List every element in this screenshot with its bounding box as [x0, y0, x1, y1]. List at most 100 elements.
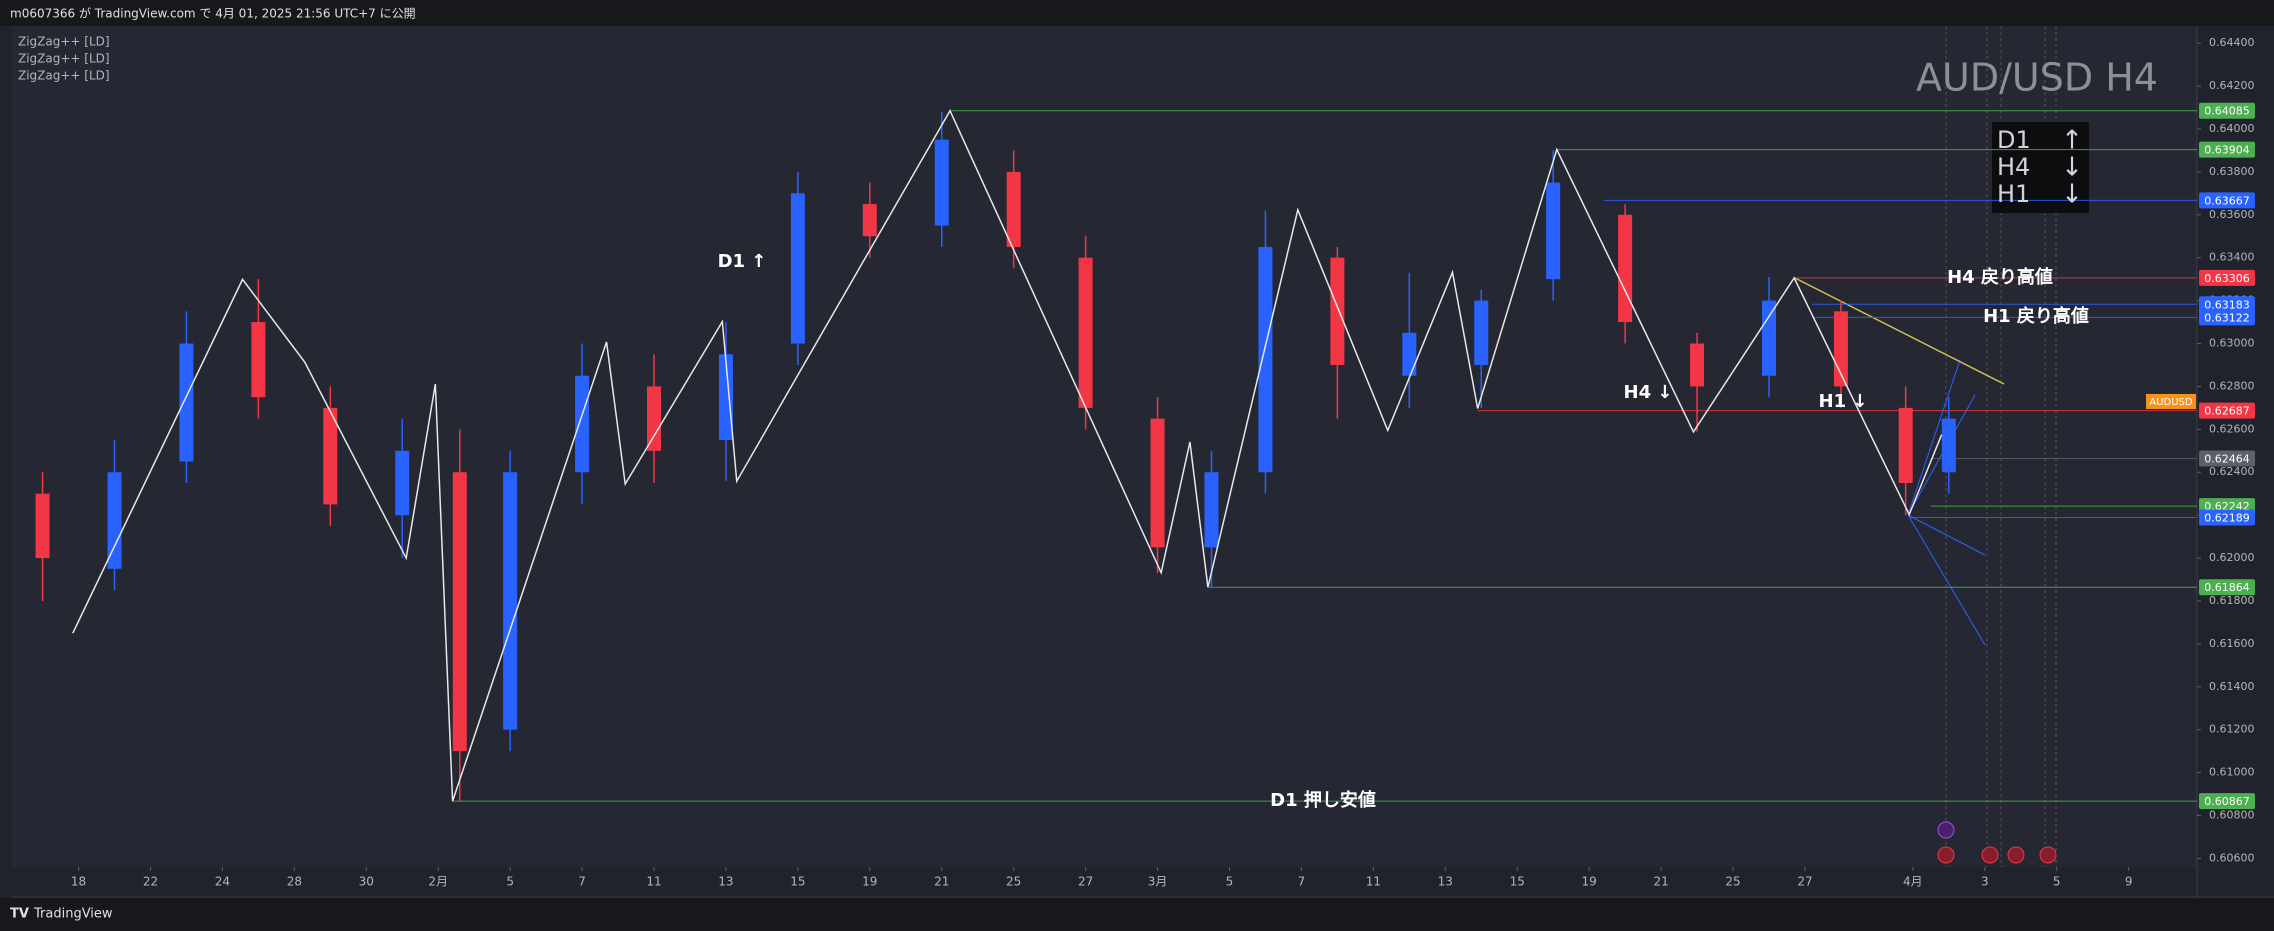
x-tick-label: 19 — [862, 875, 877, 889]
x-tick-label: 27 — [1797, 875, 1812, 889]
candle-body — [395, 450, 410, 516]
event-icon — [2007, 846, 2025, 864]
y-tick-label: 0.61200 — [2209, 723, 2255, 736]
trend-line — [1794, 277, 2005, 385]
x-tick-label: 7 — [1298, 875, 1306, 889]
chart-title: AUD/USD H4 — [1916, 56, 2158, 100]
candle-body — [1474, 300, 1489, 365]
candle-body — [1761, 300, 1776, 376]
candle-body — [1546, 182, 1561, 280]
level-label: 0.62464 — [2204, 453, 2250, 466]
x-tick-label: 24 — [215, 875, 230, 889]
event-icon — [1981, 846, 1999, 864]
level-tag — [2199, 509, 2255, 526]
level-label: 0.64085 — [2204, 105, 2250, 118]
candle-body — [179, 343, 194, 462]
candle-body — [718, 354, 733, 441]
y-tick-label: 0.61800 — [2209, 594, 2255, 607]
x-tick-label: 25 — [1006, 875, 1021, 889]
candle-body — [1330, 257, 1345, 365]
fan-line — [1907, 514, 1986, 646]
candle-body — [647, 386, 662, 451]
candle-body — [1150, 418, 1165, 548]
x-tick-label: 27 — [1078, 875, 1093, 889]
candle-body — [323, 407, 338, 505]
level-label: 0.63122 — [2204, 311, 2250, 324]
plot-area — [12, 26, 2197, 867]
candle-body — [107, 472, 122, 569]
y-tick-label: 0.60600 — [2209, 851, 2255, 864]
annotation: D1 ↑ — [718, 251, 767, 272]
level-tag — [2199, 309, 2255, 326]
level-label: 0.62687 — [2204, 405, 2250, 418]
x-tick-label: 28 — [287, 875, 302, 889]
candle-body — [575, 375, 590, 473]
level-label: 0.61864 — [2204, 581, 2250, 594]
x-tick-label: 7 — [578, 875, 586, 889]
x-tick-label: 25 — [1725, 875, 1740, 889]
candle-body — [790, 193, 805, 344]
projection-fan — [1907, 359, 1986, 646]
footer-bar — [0, 898, 2274, 931]
level-tag — [2199, 296, 2255, 313]
x-tick-label: 3 — [1981, 875, 1989, 889]
candle-body — [35, 493, 50, 559]
trend-dir: ↓ — [2061, 153, 2083, 183]
annotation: H4 戻り高値 — [1947, 266, 2053, 288]
x-tick-label: 22 — [143, 875, 158, 889]
indicator-legend: ZigZag++ [LD] — [18, 52, 110, 66]
fan-line — [1907, 394, 1976, 516]
y-tick-label: 0.63400 — [2209, 251, 2255, 264]
trend-table-box — [1992, 122, 2089, 213]
event-icon — [2039, 846, 2057, 864]
level-label: 0.60867 — [2204, 795, 2250, 808]
x-tick-label: 15 — [790, 875, 805, 889]
event-icons — [1937, 821, 2057, 864]
y-tick-label: 0.64000 — [2209, 122, 2255, 135]
x-tick-label: 9 — [2125, 875, 2133, 889]
x-tick-label: 5 — [2053, 875, 2061, 889]
x-tick-label: 4月 — [1903, 875, 1923, 889]
level-tag — [2199, 579, 2255, 596]
candle-body — [1618, 214, 1633, 323]
annotation: H1 戻り高値 — [1983, 305, 2089, 327]
trend-dir: ↑ — [2061, 126, 2083, 156]
annotation: H1 ↓ — [1819, 391, 1868, 412]
x-tick-label: 30 — [359, 875, 374, 889]
y-tick-label: 0.60800 — [2209, 809, 2255, 822]
trend-dir: ↓ — [2061, 180, 2083, 210]
y-tick-label: 0.63600 — [2209, 208, 2255, 221]
indicator-legend: ZigZag++ [LD] — [18, 35, 110, 49]
x-tick-label: 3月 — [1148, 875, 1168, 889]
y-tick-label: 0.62600 — [2209, 422, 2255, 435]
y-tick-label: 0.61000 — [2209, 766, 2255, 779]
x-tick-label: 21 — [1653, 875, 1668, 889]
logo: TV — [10, 907, 29, 922]
level-tag — [2199, 141, 2255, 158]
level-tag — [2199, 402, 2255, 419]
fan-line — [1907, 514, 1986, 556]
level-label: 0.63667 — [2204, 194, 2250, 207]
x-tick-label: 18 — [71, 875, 86, 889]
candle-body — [1941, 418, 1956, 473]
trend-tf: D1 — [1997, 126, 2031, 154]
trend-tf: H4 — [1997, 153, 2030, 181]
x-tick-label: 11 — [646, 875, 661, 889]
level-label: 0.63306 — [2204, 272, 2250, 285]
y-tick-label: 0.64400 — [2209, 36, 2255, 49]
level-label: 0.63183 — [2204, 298, 2250, 311]
y-tick-label: 0.61400 — [2209, 680, 2255, 693]
x-tick-label: 15 — [1510, 875, 1525, 889]
candle-body — [1078, 257, 1093, 408]
y-tick-label: 0.64200 — [2209, 79, 2255, 92]
candle-body — [862, 204, 877, 237]
level-tag — [2199, 192, 2255, 209]
event-icon — [1937, 846, 1955, 864]
level-label: 0.62189 — [2204, 512, 2250, 525]
x-tick-label: 5 — [506, 875, 514, 889]
candle-body — [1690, 343, 1705, 387]
x-tick-label: 11 — [1366, 875, 1381, 889]
y-tick-label: 0.63800 — [2209, 165, 2255, 178]
